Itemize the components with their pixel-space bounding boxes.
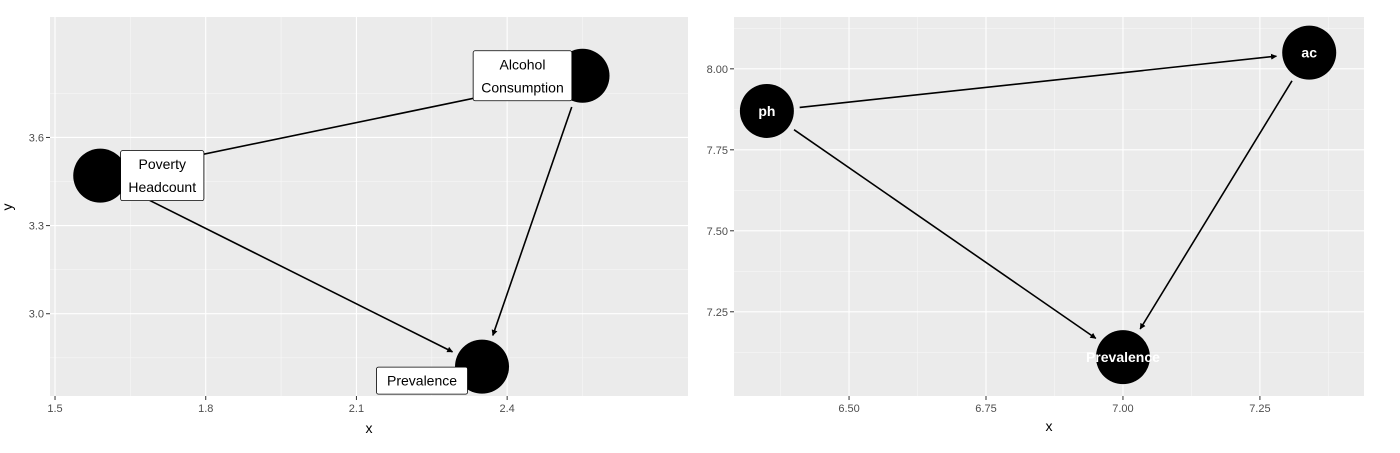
x-tick-label: 1.8 bbox=[198, 403, 213, 415]
edge-ph-to-prev bbox=[793, 129, 1097, 340]
x-tick-label: 6.50 bbox=[838, 403, 859, 415]
panel-right-labels: ph ac Prevalence bbox=[758, 45, 1317, 365]
x-tick-label: 1.5 bbox=[47, 403, 62, 415]
label-text: Poverty bbox=[139, 156, 186, 172]
node-label-ph: Poverty Headcount bbox=[120, 150, 205, 202]
node-prev bbox=[1095, 330, 1150, 385]
y-tick-label: 3.3 bbox=[29, 221, 44, 233]
x-tick-label: 2.4 bbox=[500, 403, 515, 415]
edge-ph-to-prev bbox=[129, 189, 454, 353]
panel-right-ticks: 6.50 6.75 7.00 7.25 7.25 7.50 7.75 8.00 bbox=[707, 64, 1271, 415]
panel-right-edges bbox=[793, 53, 1293, 340]
y-tick-label: 7.50 bbox=[707, 226, 728, 238]
label-text: Alcohol bbox=[500, 56, 546, 72]
node-ac bbox=[1282, 25, 1337, 80]
label-box bbox=[376, 366, 468, 395]
node-label-prev: Prevalence bbox=[1086, 349, 1160, 365]
node-prev bbox=[455, 339, 510, 394]
node-label-ph: ph bbox=[758, 103, 775, 119]
node-label-ac: Alcohol Consumption bbox=[472, 50, 573, 102]
x-tick-label: 7.25 bbox=[1249, 403, 1270, 415]
y-tick-label: 7.25 bbox=[707, 307, 728, 319]
edge-ac-to-prev bbox=[491, 106, 573, 336]
panel-right: 6.50 6.75 7.00 7.25 7.25 7.50 7.75 8.00 ph ac Pre… bbox=[707, 17, 1364, 434]
y-tick-label: 8.00 bbox=[707, 64, 728, 76]
y-tick-label: 3.6 bbox=[29, 132, 44, 144]
edge-ph-to-ac bbox=[799, 53, 1278, 109]
panel-right-x-axis-title: x bbox=[1046, 418, 1053, 434]
y-tick-label: 3.0 bbox=[29, 309, 44, 321]
panel-left-ticks: 1.5 1.8 2.1 2.4 3.0 3.3 3.6 bbox=[29, 132, 515, 415]
panel-left-x-axis-title: x bbox=[366, 420, 373, 436]
x-tick-label: 6.75 bbox=[975, 403, 996, 415]
panel-right-background bbox=[734, 17, 1364, 396]
panel-left-nodes bbox=[73, 48, 610, 394]
node-ph bbox=[739, 83, 794, 138]
panel-left-y-axis-title: y bbox=[0, 204, 15, 211]
y-tick-label: 7.75 bbox=[707, 145, 728, 157]
panel-right-nodes bbox=[739, 25, 1337, 385]
x-tick-label: 7.00 bbox=[1112, 403, 1133, 415]
label-box bbox=[120, 150, 205, 202]
panel-right-grid bbox=[734, 17, 1364, 396]
panel-left: 1.5 1.8 2.1 2.4 3.0 3.3 3.6 Poverty Headcount Al… bbox=[0, 17, 688, 436]
label-text: Prevalence bbox=[387, 373, 457, 389]
node-label-ac: ac bbox=[1301, 45, 1317, 61]
node-ph bbox=[73, 148, 128, 203]
label-box bbox=[472, 50, 573, 102]
label-text: Consumption bbox=[481, 79, 564, 95]
label-text: Headcount bbox=[128, 179, 196, 195]
node-label-prev: Prevalence bbox=[376, 366, 468, 395]
panel-left-grid bbox=[50, 17, 688, 396]
edge-ac-to-prev bbox=[1139, 80, 1293, 330]
panel-left-labels: Poverty Headcount Alcohol Consumption Preval… bbox=[120, 50, 573, 395]
x-tick-label: 2.1 bbox=[349, 403, 364, 415]
